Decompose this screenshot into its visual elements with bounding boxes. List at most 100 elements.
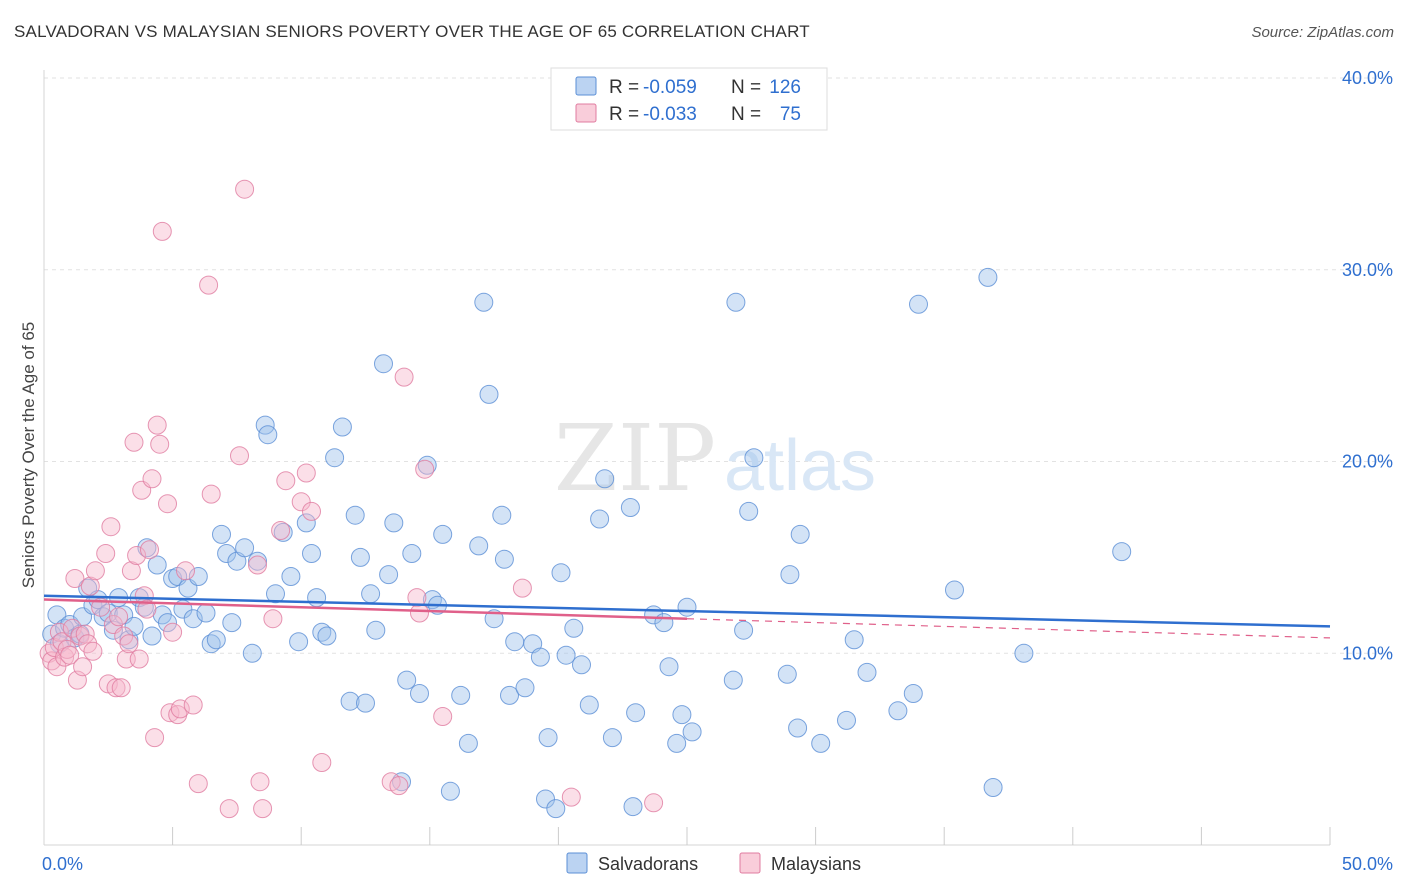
malaysian-point (147, 415, 167, 435)
malaysian-point (201, 484, 221, 504)
malaysian-point (235, 179, 255, 199)
salvadoran-point (137, 538, 157, 558)
salvadoran-point (312, 622, 332, 642)
salvadoran-point (433, 524, 453, 544)
stats-swatch-malaysians (575, 103, 597, 123)
x-tick-labels: 0.0% 50.0% (42, 854, 1393, 874)
salvadoran-point (903, 684, 923, 703)
salvadoran-point (945, 580, 964, 600)
salvadoran-point (384, 513, 404, 533)
salvadoran-point (345, 505, 365, 525)
malaysian-point (137, 599, 157, 619)
y-tick-label: 10.0% (1342, 643, 1393, 663)
y-tick-label: 20.0% (1342, 452, 1393, 472)
grid-lines (44, 77, 1392, 654)
salvadoran-point (98, 603, 118, 623)
malaysian-point (106, 678, 126, 698)
malaysian-point (121, 561, 141, 581)
legend-label-malaysians: Malaysians (771, 854, 861, 874)
malaysian-point (176, 561, 195, 581)
salvadoran-point (222, 613, 242, 633)
malaysian-point (127, 546, 147, 565)
stats-r-value-salvadorans: -0.059 (643, 77, 697, 98)
salvadoran-point (302, 544, 321, 563)
data-points (39, 179, 1132, 819)
salvadoran-point (281, 567, 301, 586)
salvadoran-point (340, 691, 360, 711)
salvadoran-point (682, 722, 702, 742)
salvadoran-point (505, 632, 525, 652)
salvadoran-point (212, 524, 231, 544)
salvadoran-point (258, 425, 278, 445)
salvadoran-point (739, 501, 759, 521)
stats-n-label-salvadorans: N = (731, 77, 761, 98)
malaysian-point (199, 275, 219, 295)
malaysian-trend-line (43, 598, 688, 620)
malaysian-point (407, 588, 427, 608)
salvadoran-point (654, 613, 674, 633)
salvadoran-point (196, 603, 216, 623)
salvadoran-point (590, 509, 610, 529)
malaysian-point (119, 634, 139, 654)
salvadoran-point (844, 630, 864, 650)
salvadoran-point (777, 664, 797, 684)
salvadoran-point (494, 549, 514, 569)
salvadoran-point (538, 728, 558, 748)
salvadoran-point (837, 710, 856, 730)
malaysian-point (140, 540, 159, 560)
salvadoran-point (551, 563, 571, 583)
legend-swatch-malaysians (739, 852, 761, 874)
stats-r-value-malaysians: -0.033 (643, 104, 697, 125)
watermark: ZIP atlas (554, 405, 876, 512)
malaysian-point (263, 609, 283, 629)
stats-n-label-malaysians: N = (731, 104, 761, 125)
salvadoran-point (623, 797, 643, 817)
malaysian-point (65, 569, 85, 588)
salvadoran-point (469, 536, 489, 556)
salvadoran-point (530, 647, 550, 667)
salvadoran-point (788, 718, 808, 738)
salvadoran-point (474, 292, 494, 312)
salvadoran-point (402, 544, 422, 563)
salvadoran-point (546, 799, 566, 819)
salvadoran-point (206, 630, 226, 650)
stats-legend: R = -0.059 N = 126 R = -0.033 N = 75 (550, 67, 828, 131)
malaysian-point (394, 367, 414, 387)
malaysian-point (312, 753, 332, 772)
malaysian-point (83, 641, 103, 661)
malaysian-point (276, 471, 296, 491)
y-tick-label: 30.0% (1342, 260, 1393, 280)
malaysian-point (250, 772, 270, 792)
malaysian-point (230, 446, 249, 466)
malaysian-point (158, 494, 177, 514)
salvadoran-point (556, 645, 576, 665)
malaysian-point (302, 501, 321, 521)
x-tick-label: 0.0% (42, 854, 83, 874)
malaysian-point (160, 703, 180, 723)
malaysian-point (389, 776, 409, 796)
stats-n-value-malaysians: 75 (780, 104, 801, 125)
salvadoran-point (266, 584, 285, 604)
salvadoran-point (235, 538, 255, 558)
salvadoran-point (307, 588, 327, 608)
salvadoran-point (158, 613, 177, 633)
salvadoran-point (536, 789, 555, 809)
series-legend: Salvadorans Malaysians (566, 852, 861, 874)
y-axis-title: Seniors Poverty Over the Age of 65 (19, 322, 38, 588)
salvadoran-point (147, 555, 167, 575)
stats-n-value-salvadorans: 126 (769, 77, 801, 98)
malaysian-point (109, 607, 129, 627)
salvadoran-point (440, 781, 460, 801)
salvadoran-point (458, 733, 478, 753)
source-label: Source: ZipAtlas.com (1251, 24, 1394, 41)
malaysian-point (188, 774, 208, 794)
salvadoran-point (572, 655, 591, 675)
salvadoran-point (183, 609, 203, 629)
malaysian-point (271, 521, 291, 540)
salvadoran-point (595, 469, 615, 489)
salvadoran-point (620, 498, 640, 517)
malaysian-point (512, 578, 532, 598)
chart-title: SALVADORAN VS MALAYSIAN SENIORS POVERTY … (14, 22, 810, 41)
malaysian-point (73, 657, 93, 677)
